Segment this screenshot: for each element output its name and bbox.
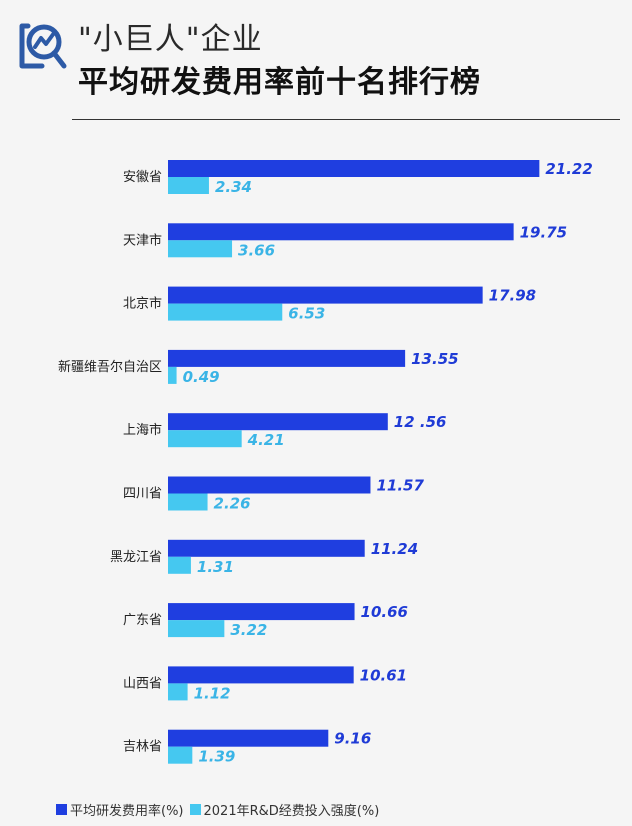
data-label-primary: 12 .56 bbox=[394, 413, 447, 431]
bar-primary bbox=[168, 223, 514, 241]
bar-secondary bbox=[168, 240, 233, 258]
bar-primary bbox=[168, 666, 354, 684]
bar-primary bbox=[168, 286, 483, 304]
bar-primary bbox=[168, 539, 365, 557]
bar-secondary bbox=[168, 177, 209, 194]
data-label-primary: 11.24 bbox=[371, 540, 418, 558]
legend-swatch-primary bbox=[56, 803, 67, 815]
data-label-primary: 10.66 bbox=[361, 603, 408, 621]
data-label-secondary: 3.66 bbox=[238, 241, 275, 259]
title-divider bbox=[72, 119, 620, 120]
bar-primary bbox=[168, 413, 388, 431]
bar-secondary bbox=[168, 620, 225, 638]
chart-title-line-1: "小巨人"企业 bbox=[78, 22, 263, 57]
bar-primary bbox=[168, 603, 355, 621]
bar-primary bbox=[168, 476, 371, 494]
category-label: 黑龙江省 bbox=[110, 550, 162, 565]
category-label: 吉林省 bbox=[123, 740, 162, 755]
category-label: 北京市 bbox=[123, 296, 162, 312]
data-label-primary: 19.75 bbox=[520, 223, 567, 241]
category-label: 新疆维吾尔自治区 bbox=[58, 359, 162, 375]
data-label-primary: 21.22 bbox=[545, 160, 592, 178]
data-label-secondary: 1.31 bbox=[197, 558, 234, 576]
bar-secondary bbox=[168, 303, 283, 321]
category-label: 上海市 bbox=[123, 422, 162, 438]
data-label-primary: 13.55 bbox=[411, 350, 458, 368]
category-label: 安徽省 bbox=[123, 170, 162, 185]
category-label: 天津市 bbox=[123, 232, 162, 248]
bar-secondary bbox=[168, 683, 188, 701]
chart-title-line-2: 平均研发费用率前十名排行榜 bbox=[78, 65, 481, 100]
bar-secondary bbox=[168, 430, 242, 448]
data-label-secondary: 6.53 bbox=[288, 305, 325, 323]
data-label-primary: 17.98 bbox=[489, 287, 536, 305]
data-label-secondary: 2.26 bbox=[214, 495, 251, 513]
bar-secondary bbox=[168, 366, 177, 384]
legend-label-primary: 平均研发费用率(%) bbox=[70, 803, 184, 819]
data-label-secondary: 2.34 bbox=[215, 178, 252, 196]
bar-primary bbox=[168, 349, 406, 367]
bar-secondary bbox=[168, 746, 193, 764]
data-label-secondary: 3.22 bbox=[230, 621, 267, 639]
chart-legend: 平均研发费用率(%) 2021年R&D经费投入强度(%) bbox=[56, 798, 385, 820]
bar-primary bbox=[168, 160, 540, 177]
legend-item-primary: 平均研发费用率(%) bbox=[56, 800, 184, 819]
data-label-secondary: 0.49 bbox=[183, 368, 220, 386]
legend-item-secondary: 2021年R&D经费投入强度(%) bbox=[189, 800, 380, 819]
data-label-primary: 9.16 bbox=[334, 730, 371, 748]
data-label-secondary: 1.39 bbox=[198, 748, 235, 766]
bar-secondary bbox=[168, 556, 191, 574]
data-label-secondary: 4.21 bbox=[247, 431, 285, 449]
bar-secondary bbox=[168, 493, 208, 511]
chart-magnifier-logo-icon bbox=[19, 23, 67, 69]
data-label-secondary: 1.12 bbox=[194, 684, 231, 702]
legend-swatch-secondary bbox=[189, 803, 201, 815]
data-label-primary: 10.61 bbox=[360, 666, 407, 684]
data-label-primary: 11.57 bbox=[376, 477, 424, 495]
bar-primary bbox=[168, 729, 329, 747]
legend-label-secondary: 2021年R&D经费投入强度(%) bbox=[203, 803, 380, 819]
category-label: 山西省 bbox=[123, 676, 162, 691]
category-label: 广东省 bbox=[123, 613, 162, 628]
category-label: 四川省 bbox=[123, 487, 162, 502]
